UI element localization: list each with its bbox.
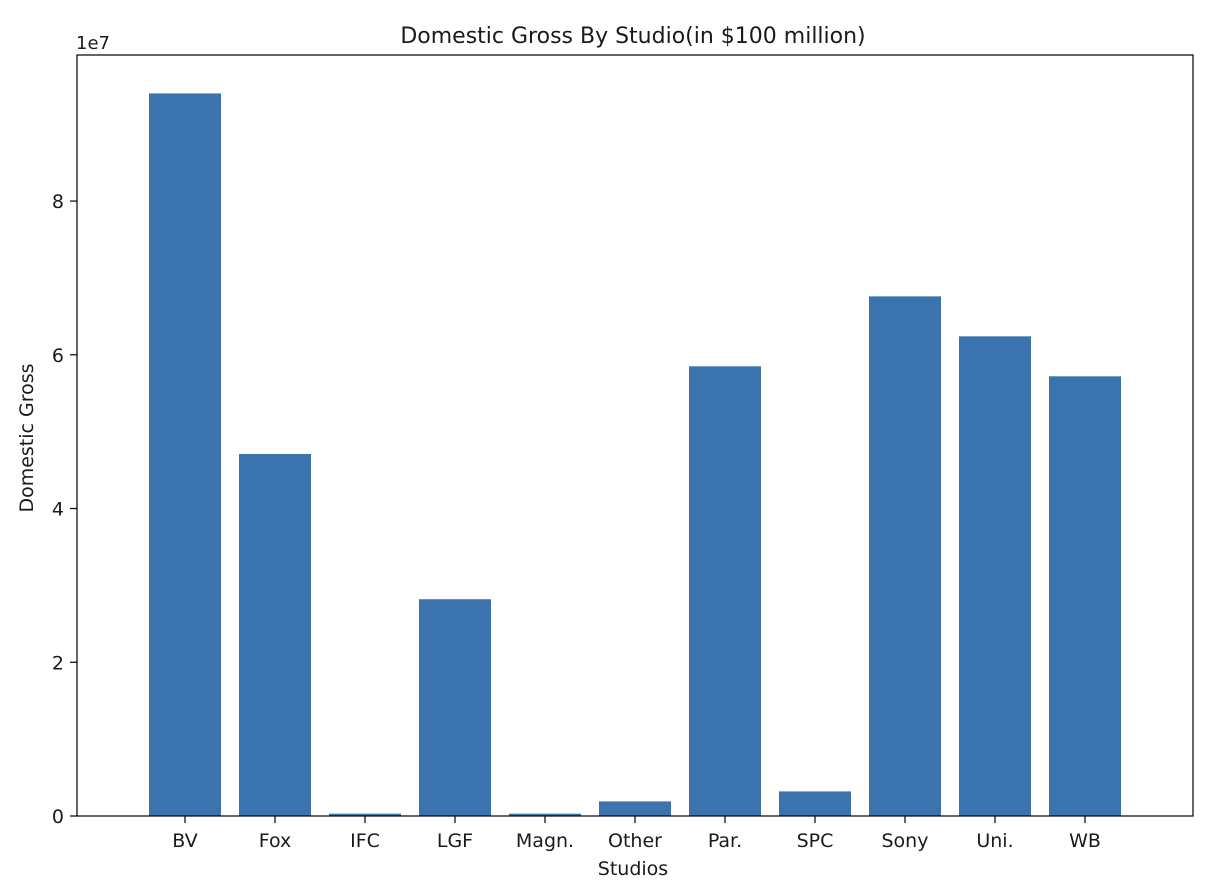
bar-spc [779,791,851,816]
bar-par [689,366,761,816]
chart-title: Domestic Gross By Studio(in $100 million… [400,24,865,49]
x-axis-label: Studios [598,858,668,880]
x-tick-label: LGF [437,830,473,852]
y-tick-label: 0 [52,806,64,828]
y-tick-label: 2 [52,652,64,674]
x-tick-label: Fox [259,830,292,852]
y-tick-label: 6 [52,345,64,367]
x-tick-label: Magn. [516,830,574,852]
y-axis-label: Domestic Gross [16,363,38,512]
x-tick-label: Par. [708,830,742,852]
x-tick-label: IFC [350,830,380,852]
x-tick-label: SPC [797,830,834,852]
bar-other [599,801,671,816]
y-tick-label: 4 [52,499,64,521]
bar-ifc [329,813,401,816]
bar-magn [509,813,581,816]
bars [149,93,1121,817]
y-axis-offset-text: 1e7 [76,33,110,54]
x-tick-label: BV [172,830,197,852]
bar-bv [149,93,221,817]
x-tick-label: Other [608,830,662,852]
bar-wb [1049,376,1121,816]
x-tick-label: WB [1069,830,1101,852]
x-tick-label: Sony [882,830,929,852]
y-tick-label: 8 [52,191,64,213]
bar-uni [959,336,1031,816]
bar-fox [239,453,311,816]
bar-sony [869,296,941,816]
x-tick-label: Uni. [976,830,1013,852]
x-axis-ticks: BV Fox IFC LGF Magn. Other Par. SPC Sony Uni. WB [172,816,1101,852]
bar-lgf [419,599,491,816]
y-axis-ticks: 0 2 4 6 8 [52,191,77,828]
plot-area-frame [76,54,1194,817]
